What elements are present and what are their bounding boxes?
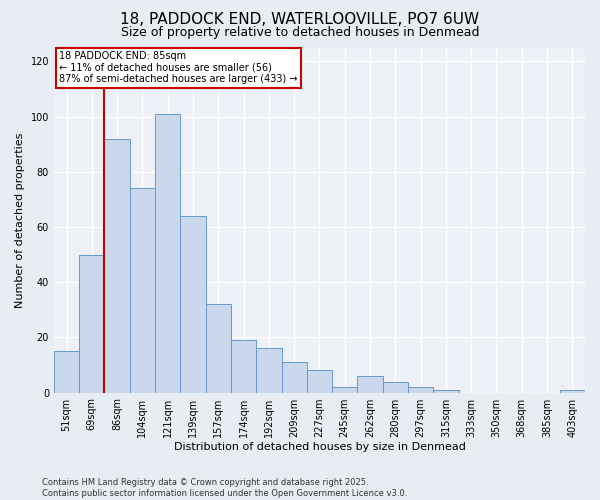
Text: 18, PADDOCK END, WATERLOOVILLE, PO7 6UW: 18, PADDOCK END, WATERLOOVILLE, PO7 6UW xyxy=(121,12,479,28)
Y-axis label: Number of detached properties: Number of detached properties xyxy=(15,132,25,308)
Text: Size of property relative to detached houses in Denmead: Size of property relative to detached ho… xyxy=(121,26,479,39)
Bar xyxy=(433,390,458,392)
Bar xyxy=(181,216,206,392)
Bar xyxy=(54,351,79,393)
Bar xyxy=(281,362,307,392)
Bar xyxy=(358,376,383,392)
Bar xyxy=(79,254,104,392)
Bar xyxy=(155,114,181,392)
Bar xyxy=(231,340,256,392)
Bar xyxy=(130,188,155,392)
Bar xyxy=(104,138,130,392)
Bar xyxy=(383,382,408,392)
Bar xyxy=(332,387,358,392)
X-axis label: Distribution of detached houses by size in Denmead: Distribution of detached houses by size … xyxy=(173,442,466,452)
Bar xyxy=(307,370,332,392)
Text: 18 PADDOCK END: 85sqm
← 11% of detached houses are smaller (56)
87% of semi-deta: 18 PADDOCK END: 85sqm ← 11% of detached … xyxy=(59,51,298,84)
Bar xyxy=(256,348,281,393)
Bar xyxy=(560,390,585,392)
Text: Contains HM Land Registry data © Crown copyright and database right 2025.
Contai: Contains HM Land Registry data © Crown c… xyxy=(42,478,407,498)
Bar xyxy=(206,304,231,392)
Bar xyxy=(408,387,433,392)
